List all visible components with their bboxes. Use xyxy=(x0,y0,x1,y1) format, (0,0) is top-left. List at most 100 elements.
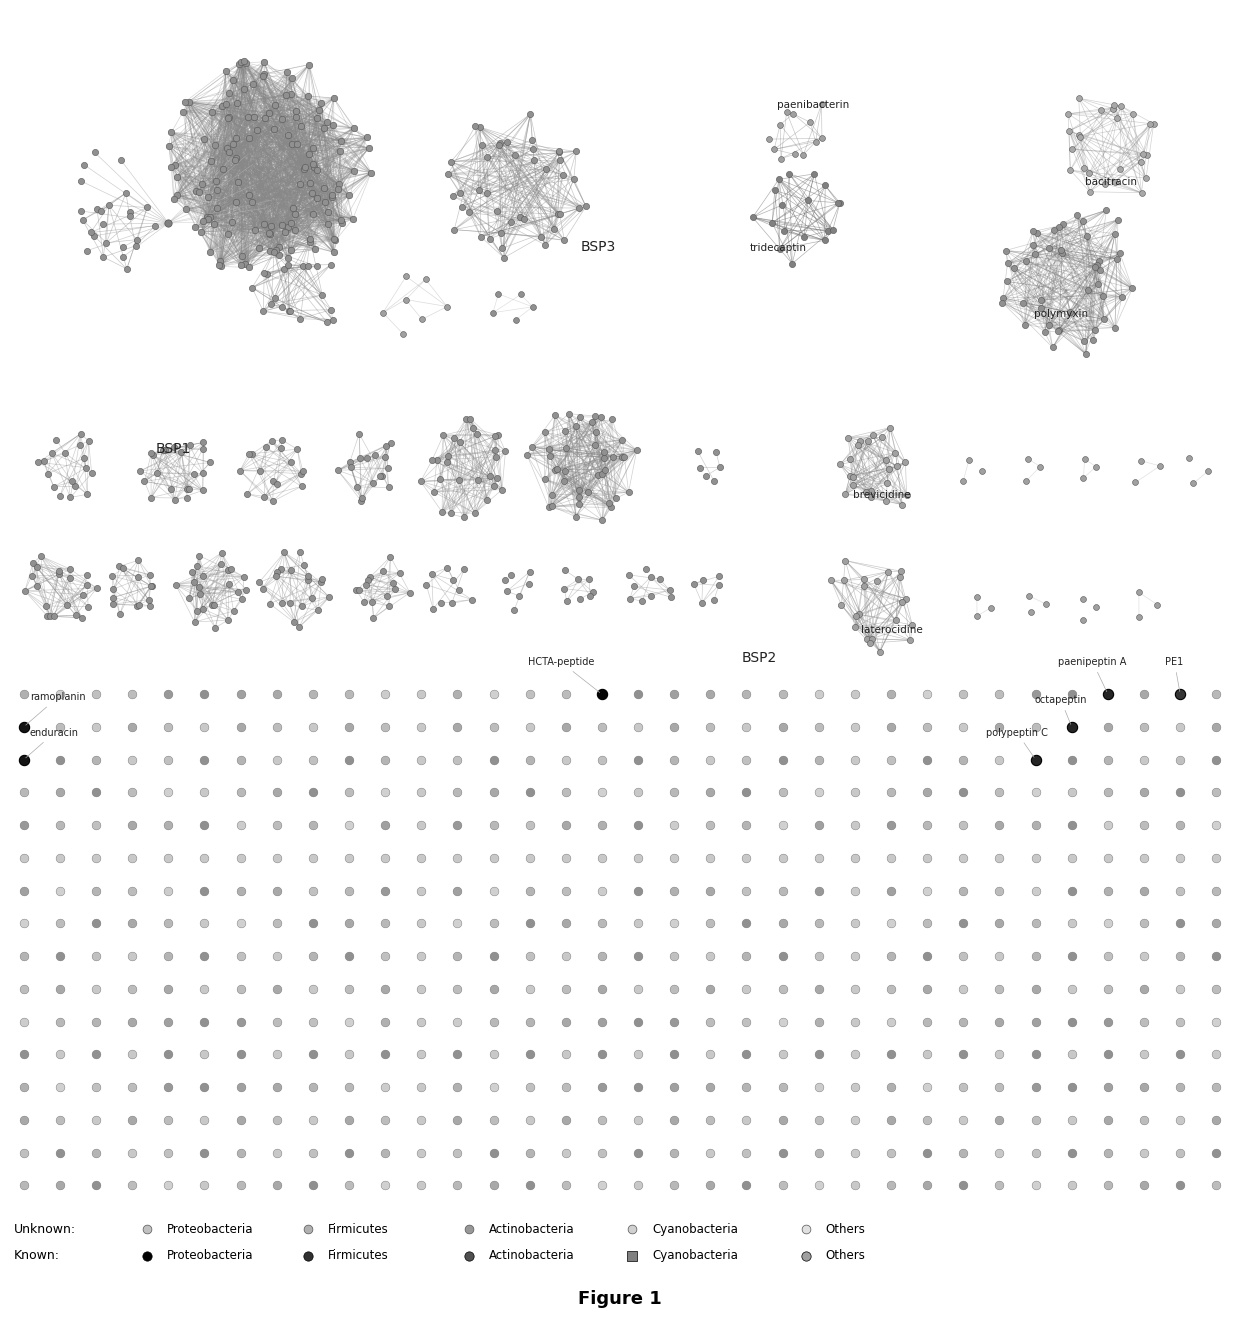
Point xyxy=(231,1109,250,1130)
Point xyxy=(1061,1044,1081,1065)
Point xyxy=(304,203,324,225)
Point xyxy=(339,1044,358,1065)
Text: bacitracin: bacitracin xyxy=(1085,177,1137,186)
Point xyxy=(954,946,973,967)
Point xyxy=(166,575,186,596)
Point xyxy=(279,301,299,322)
Point xyxy=(844,1174,864,1196)
Point xyxy=(1135,1174,1154,1196)
Point xyxy=(554,471,574,492)
Point xyxy=(641,567,661,588)
Point xyxy=(50,485,69,507)
Point xyxy=(471,226,491,247)
Point xyxy=(542,484,562,505)
Point xyxy=(1086,254,1106,275)
Point xyxy=(743,206,763,227)
Point xyxy=(138,1245,157,1266)
Point xyxy=(591,749,611,770)
Point xyxy=(1048,321,1068,342)
Point xyxy=(456,408,476,430)
Point xyxy=(501,211,521,233)
Point xyxy=(117,182,136,203)
Point xyxy=(629,1142,649,1164)
Point xyxy=(764,138,784,160)
Point xyxy=(202,101,222,122)
Point xyxy=(622,1245,642,1266)
Point xyxy=(423,598,443,620)
Point xyxy=(14,946,33,967)
Point xyxy=(520,978,539,999)
Point xyxy=(274,541,294,563)
Point xyxy=(159,946,179,967)
Point xyxy=(800,112,820,133)
Point xyxy=(206,134,226,156)
Point xyxy=(109,556,129,577)
Point xyxy=(299,55,319,76)
Point xyxy=(448,1011,467,1032)
Point xyxy=(103,587,123,608)
Point xyxy=(14,880,33,902)
Point xyxy=(553,165,573,186)
Point xyxy=(692,592,712,613)
Point xyxy=(257,263,277,285)
Point xyxy=(284,612,304,633)
Point xyxy=(1061,946,1081,967)
Point xyxy=(206,170,226,192)
Point xyxy=(1061,684,1081,705)
Point xyxy=(81,222,100,243)
Point xyxy=(193,432,213,454)
Point xyxy=(412,978,432,999)
Point xyxy=(165,489,185,511)
Point xyxy=(1004,257,1024,278)
Point xyxy=(315,192,335,213)
Point xyxy=(1097,1044,1117,1065)
Point xyxy=(763,211,782,233)
Point xyxy=(1073,210,1092,231)
Point xyxy=(29,452,48,473)
Point xyxy=(110,604,130,625)
Point xyxy=(484,978,503,999)
Point xyxy=(857,628,877,649)
Point xyxy=(1135,749,1154,770)
Point xyxy=(808,717,828,738)
Point xyxy=(665,1011,684,1032)
Point xyxy=(1044,219,1064,241)
Point xyxy=(954,880,973,902)
Point xyxy=(918,1044,937,1065)
Point xyxy=(990,814,1009,835)
Point xyxy=(50,1142,69,1164)
Point xyxy=(591,1109,611,1130)
Point xyxy=(549,203,569,225)
Point xyxy=(805,164,825,185)
Point xyxy=(1025,1142,1045,1164)
Point xyxy=(358,137,378,158)
Point xyxy=(480,227,500,249)
Point xyxy=(291,476,311,497)
Point xyxy=(494,247,513,269)
Point xyxy=(243,73,263,94)
Point xyxy=(665,1044,684,1065)
Point xyxy=(892,561,911,583)
Point xyxy=(490,132,510,153)
Point xyxy=(239,257,259,278)
Point xyxy=(689,458,709,479)
Point xyxy=(14,847,33,868)
Point xyxy=(1105,317,1125,338)
Point xyxy=(343,117,363,138)
Point xyxy=(412,880,432,902)
Point xyxy=(879,458,899,479)
Point xyxy=(239,184,259,205)
Point xyxy=(195,1109,215,1130)
Point xyxy=(179,588,198,609)
Point xyxy=(161,156,181,177)
Point xyxy=(27,575,47,596)
Point xyxy=(129,549,149,571)
Point xyxy=(737,749,756,770)
Point xyxy=(954,1109,973,1130)
Point xyxy=(223,69,243,90)
Point xyxy=(159,782,179,803)
Point xyxy=(232,246,252,267)
Point xyxy=(176,198,196,219)
Point xyxy=(288,134,308,156)
Point xyxy=(1060,160,1080,181)
